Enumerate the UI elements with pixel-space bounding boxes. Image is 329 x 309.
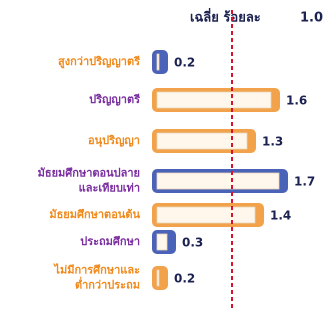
- category-label: สูงกว่าปริญญาตรี: [58, 55, 140, 69]
- value-label: 1.4: [270, 209, 291, 223]
- category-label: ต่ำกว่าประถม: [75, 277, 140, 292]
- value-label: 1.6: [286, 94, 307, 108]
- value-label: 1.3: [262, 135, 283, 149]
- category-label: อนุปริญญา: [88, 134, 140, 148]
- book-pages: [157, 92, 271, 108]
- book-pages: [157, 234, 167, 250]
- value-label: 0.2: [174, 272, 195, 286]
- chart: เฉลี่ย ร้อยละ 1.0 0.2 สูงกว่าปริญญาตรี 1.6…: [0, 0, 329, 309]
- value-label: 0.2: [174, 56, 195, 70]
- average-label: 1.0: [300, 11, 323, 26]
- value-label: 1.7: [294, 175, 315, 189]
- book-pages: [157, 207, 255, 223]
- book-pages: [157, 270, 159, 286]
- book-bar: [152, 266, 168, 290]
- book-bar: [152, 50, 168, 74]
- category-label: มัธยมศึกษาตอนปลาย: [38, 167, 140, 180]
- category-label: ปริญญาตรี: [89, 93, 140, 106]
- book-pages: [157, 133, 247, 149]
- category-label: และเทียบเท่า: [79, 182, 140, 195]
- book-pages: [157, 54, 159, 70]
- chart-title: เฉลี่ย ร้อยละ: [190, 8, 261, 26]
- category-label: มัธยมศึกษาตอนต้น: [49, 208, 140, 221]
- book-pages: [157, 173, 279, 189]
- category-label: ประถมศึกษา: [80, 235, 140, 248]
- category-label: ไม่มีการศึกษาและ: [52, 263, 140, 277]
- value-label: 0.3: [182, 236, 203, 250]
